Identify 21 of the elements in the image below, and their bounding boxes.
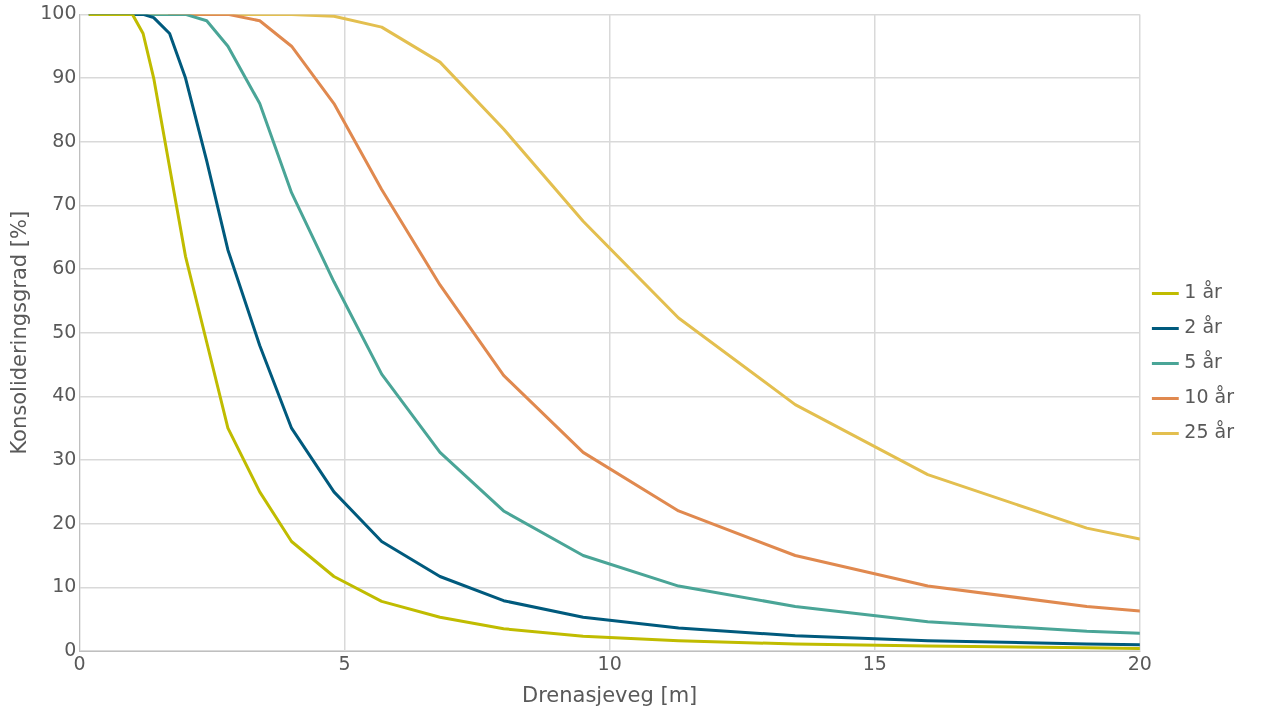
x-tick-label: 10	[597, 652, 622, 675]
y-tick-label: 10	[52, 574, 77, 597]
x-axis-title: Drenasjeveg [m]	[521, 682, 698, 707]
y-tick-label: 40	[52, 383, 77, 406]
y-tick-label: 80	[52, 128, 77, 151]
x-tick-label: 5	[338, 652, 351, 675]
legend-label: 10 år	[1184, 385, 1235, 408]
x-tick-label: 15	[862, 652, 887, 675]
legend-label: 2 år	[1184, 315, 1223, 338]
legend-label: 5 år	[1184, 350, 1223, 373]
x-tick-label: 20	[1127, 652, 1152, 675]
y-tick-label: 100	[40, 1, 77, 24]
y-tick-label: 20	[52, 510, 77, 533]
legend-label: 25 år	[1184, 420, 1235, 443]
y-axis-title: Konsolideringsgrad [%]	[7, 210, 32, 455]
legend-label: 1 år	[1184, 280, 1223, 303]
y-tick-label: 50	[52, 319, 77, 342]
y-tick-label: 60	[52, 255, 77, 278]
y-tick-label: 90	[52, 65, 77, 87]
y-tick-label: 30	[52, 446, 77, 469]
y-tick-label: 70	[52, 192, 77, 215]
